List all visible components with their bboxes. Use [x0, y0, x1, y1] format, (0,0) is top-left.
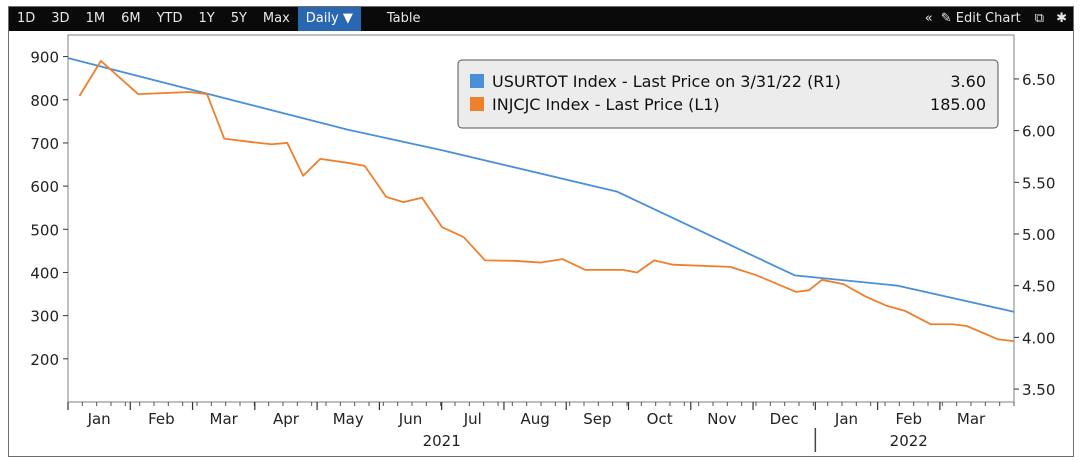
range-button-3d[interactable]: 3D	[51, 11, 70, 26]
chevron-down-icon: ▼	[342, 11, 353, 26]
collapse-icon[interactable]: «	[924, 11, 933, 26]
range-button-max[interactable]: Max	[262, 11, 290, 26]
left-axis-tick-label: 400	[30, 264, 59, 282]
range-button-5y[interactable]: 5Y	[230, 11, 247, 26]
right-axis-tick-label: 4.50	[1022, 278, 1055, 296]
x-axis-month-label: May	[333, 410, 364, 428]
legend-box	[457, 59, 999, 129]
x-axis-month-label: Jan	[87, 410, 111, 428]
x-axis-month-label: Aug	[520, 410, 549, 428]
left-axis-tick-label: 500	[30, 221, 59, 239]
pencil-icon: ✎	[940, 11, 952, 26]
x-axis-month-label: Dec	[770, 410, 799, 428]
x-axis-month-label: Sep	[583, 410, 611, 428]
legend-series-name: USURTOT Index - Last Price on 3/31/22 (R…	[492, 72, 841, 91]
range-button-1d[interactable]: 1D	[17, 11, 36, 26]
range-button-1y[interactable]: 1Y	[198, 11, 215, 26]
x-axis-year-label: 2022	[890, 432, 928, 450]
legend-swatch	[470, 97, 484, 111]
x-axis-month-label: Apr	[273, 410, 300, 428]
left-axis-tick-label: 200	[30, 351, 59, 369]
right-axis-tick-label: 6.50	[1022, 71, 1055, 89]
legend-last-value: 3.60	[950, 72, 986, 91]
x-axis-month-label: Feb	[148, 410, 175, 428]
x-axis-month-label: Mar	[210, 410, 239, 428]
gear-icon[interactable]: ✱	[1056, 11, 1067, 26]
left-axis-tick-label: 700	[30, 135, 59, 153]
frequency-label: Daily	[305, 11, 339, 26]
range-button-1m[interactable]: 1M	[85, 11, 106, 26]
left-axis-tick-label: 600	[30, 178, 59, 196]
legend-swatch	[470, 74, 484, 88]
right-axis-tick-label: 3.50	[1022, 381, 1055, 399]
x-axis-month-label: Feb	[895, 410, 922, 428]
x-axis-month-label: Jan	[834, 410, 858, 428]
x-axis-year-label: 2021	[423, 432, 461, 450]
edit-chart-button[interactable]: ✎ Edit Chart	[939, 7, 1029, 31]
right-axis-tick-label: 4.00	[1022, 329, 1055, 347]
right-axis-tick-label: 5.50	[1022, 174, 1055, 192]
chart-toolbar: 1D 3D 1M 6M YTD 1Y 5Y Max Daily ▼ Table « ✎ Edi…	[9, 7, 1073, 31]
legend-last-value: 185.00	[930, 95, 986, 114]
legend-series-name: INJCJC Index - Last Price (L1)	[492, 95, 720, 114]
range-button-6m[interactable]: 6M	[121, 11, 141, 26]
x-axis-month-label: Jul	[463, 410, 482, 428]
x-axis-month-label: Mar	[957, 410, 986, 428]
right-axis-tick-label: 6.00	[1022, 123, 1055, 141]
range-button-ytd[interactable]: YTD	[156, 11, 183, 26]
range-button-group: 1D 3D 1M 6M YTD 1Y 5Y Max	[9, 7, 298, 31]
left-axis-tick-label: 800	[30, 92, 59, 110]
series-line-1	[78, 60, 1014, 343]
x-axis-month-label: Nov	[707, 410, 736, 428]
series-line-0	[68, 57, 1014, 313]
left-axis-tick-label: 900	[30, 49, 59, 67]
export-icon[interactable]: ⧉	[1034, 11, 1045, 26]
x-axis-month-label: Jun	[398, 410, 422, 428]
left-axis-tick-label: 300	[30, 308, 59, 326]
edit-chart-label: Edit Chart	[955, 11, 1021, 26]
right-axis-tick-label: 5.00	[1022, 226, 1055, 244]
table-button[interactable]: Table	[386, 11, 421, 26]
x-axis-month-label: Oct	[647, 410, 673, 428]
frequency-dropdown[interactable]: Daily ▼	[297, 7, 361, 31]
